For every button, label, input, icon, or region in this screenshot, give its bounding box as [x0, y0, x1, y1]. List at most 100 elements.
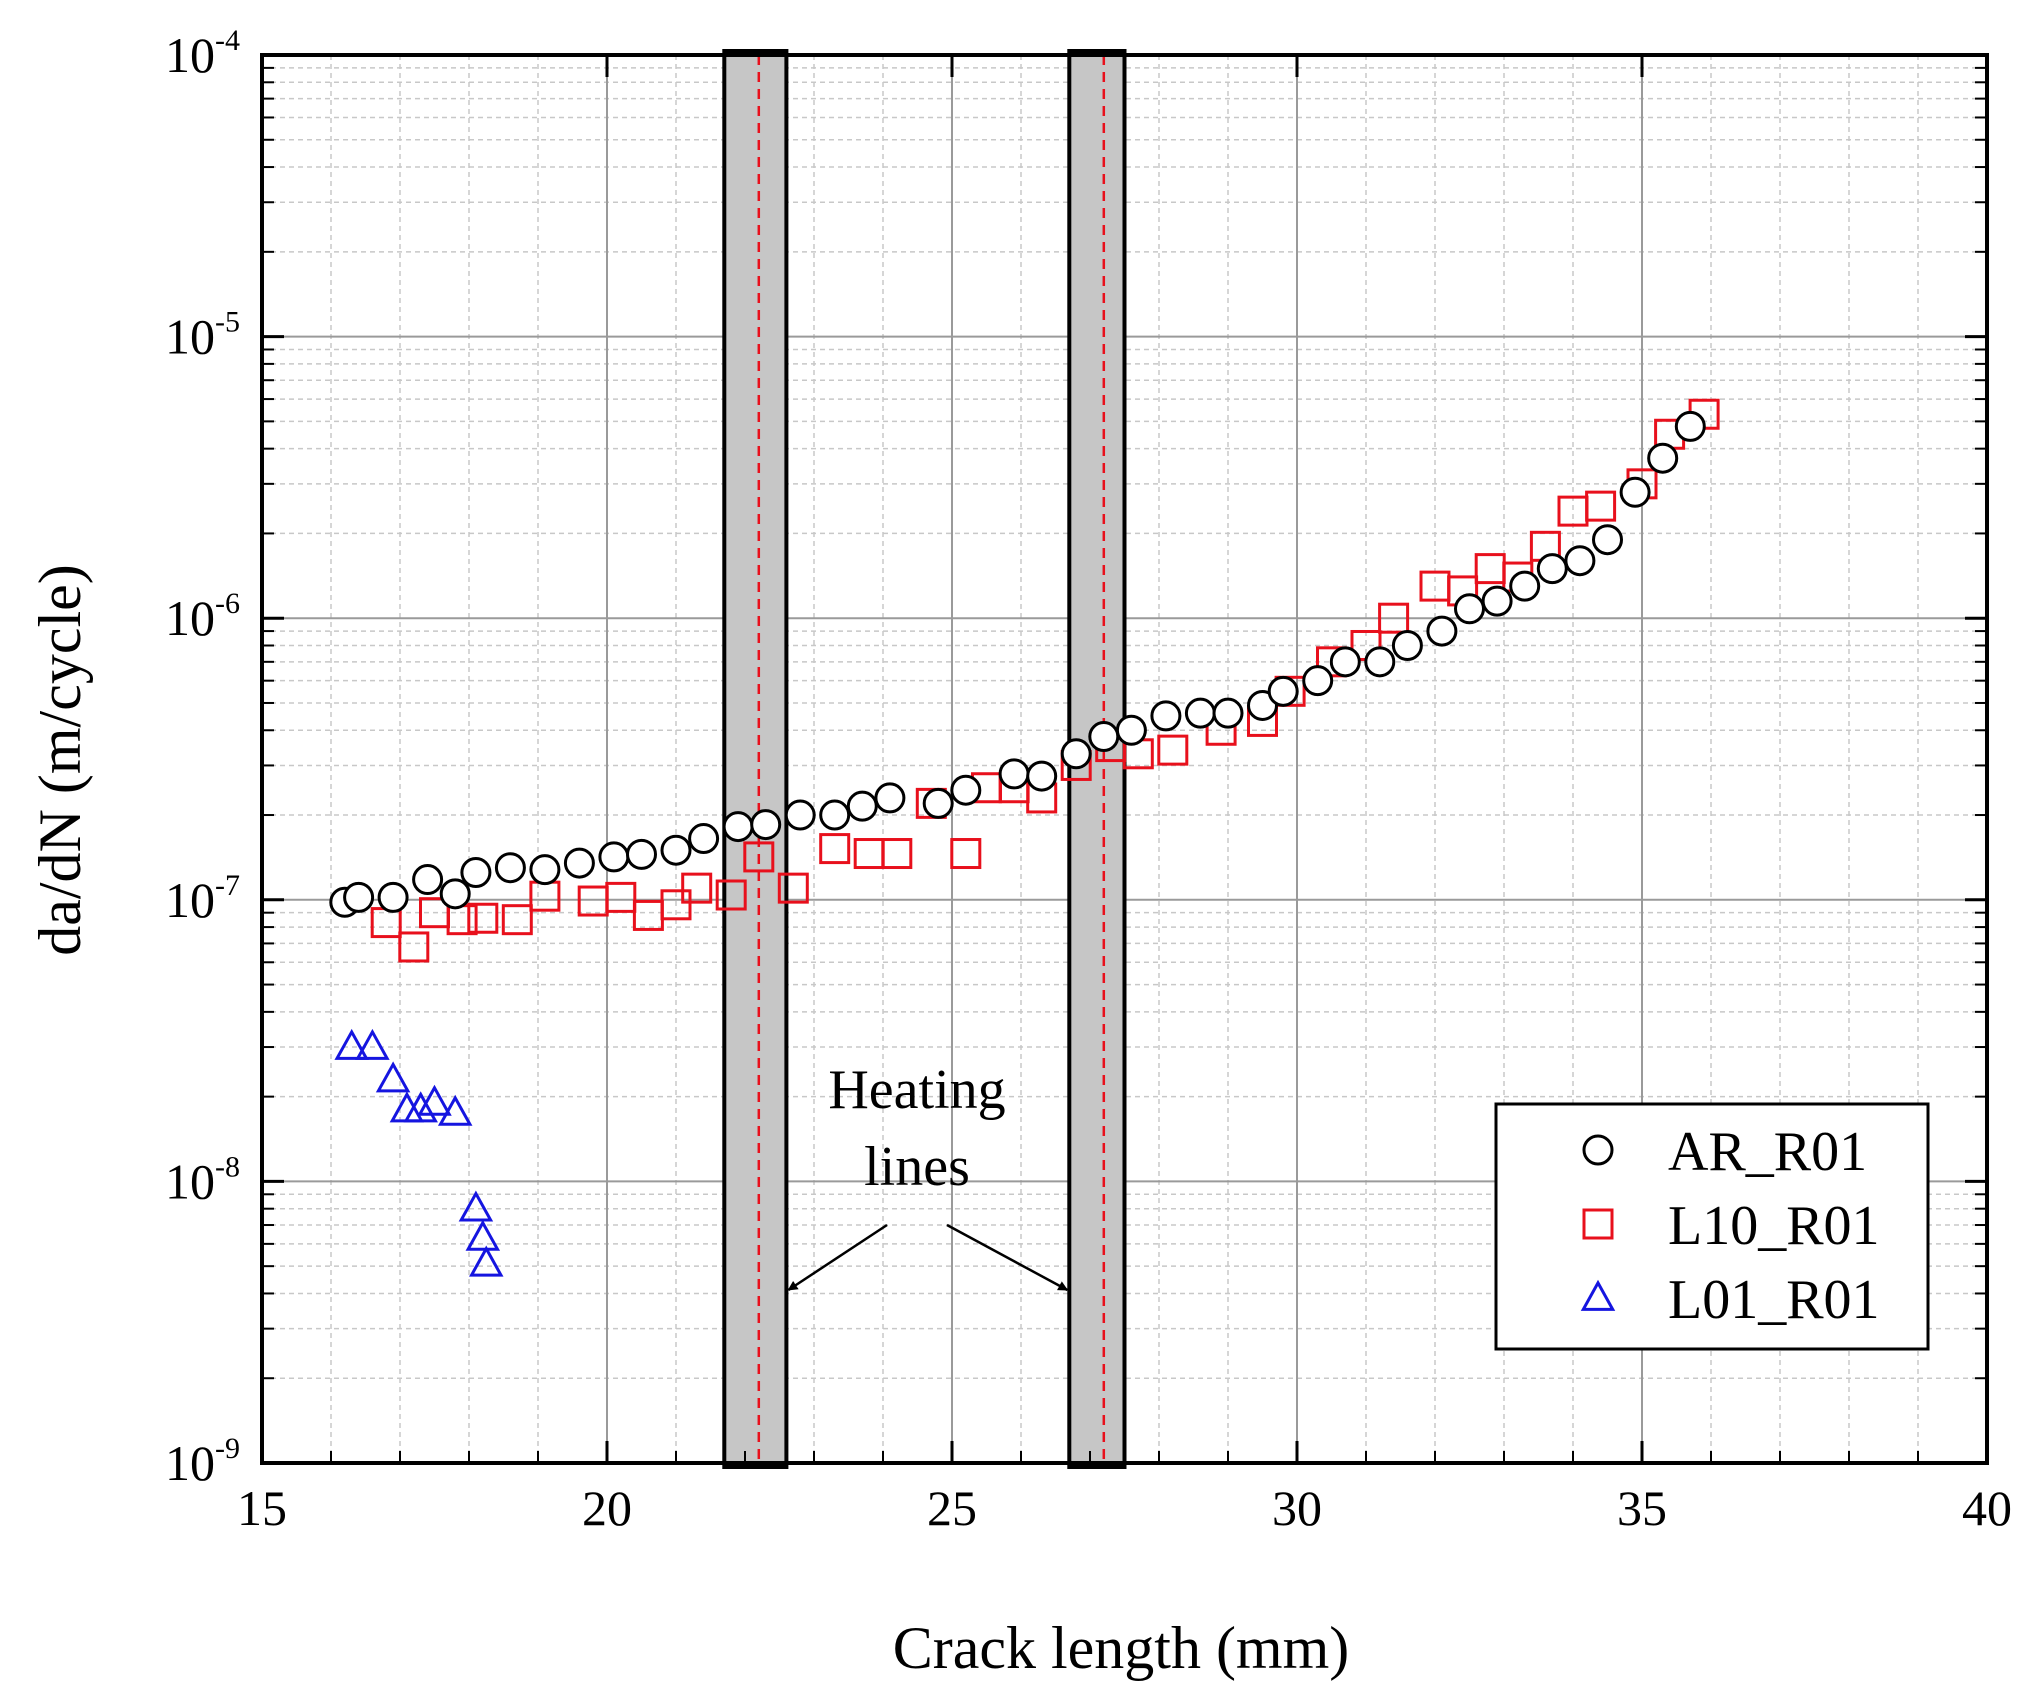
data-point-L01_R01 — [355, 1028, 390, 1060]
heating-bands — [722, 49, 1127, 1469]
data-point-AR_R01 — [660, 834, 692, 866]
data-point-L10_R01 — [370, 907, 402, 939]
y-tick-base: 10 — [165, 1153, 215, 1209]
y-tick-label: 10-4 — [165, 24, 240, 83]
data-point-L01_R01 — [334, 1028, 369, 1060]
y-tick-label: 10-6 — [165, 587, 240, 646]
data-point-AR_R01 — [1481, 585, 1513, 617]
data-point-AR_R01 — [688, 823, 720, 855]
x-tick-label: 40 — [1962, 1480, 2012, 1536]
y-tick-base: 10 — [165, 1435, 215, 1491]
data-point-L01_R01 — [458, 1190, 494, 1222]
data-point-AR_R01 — [1150, 700, 1182, 732]
legend-marker-AR_R01 — [1582, 1134, 1614, 1166]
y-tick-base: 10 — [165, 872, 215, 928]
y-tick-label: 10-8 — [165, 1150, 240, 1209]
annotation-arrow-left — [787, 1223, 888, 1292]
data-point-AR_R01 — [1564, 545, 1596, 577]
data-point-AR_R01 — [460, 857, 492, 889]
data-point-AR_R01 — [750, 809, 782, 841]
legend-box — [1494, 1102, 1930, 1351]
data-point-L10_R01 — [681, 872, 713, 904]
data-point-L10_R01 — [529, 880, 561, 912]
y-tick-exponent: -7 — [215, 869, 240, 902]
data-point-AR_R01 — [1454, 593, 1485, 625]
data-point-AR_R01 — [494, 852, 526, 884]
data-point-AR_R01 — [1060, 738, 1092, 770]
annotation-arrow-right — [946, 1223, 1069, 1292]
data-point-L10_R01 — [1378, 602, 1410, 634]
data-point-L10_R01 — [1157, 734, 1189, 766]
data-point-AR_R01 — [784, 799, 816, 831]
data-point-AR_R01 — [1391, 629, 1423, 661]
x-tick-label: 30 — [1272, 1480, 1322, 1536]
data-point-AR_R01 — [1509, 570, 1541, 602]
legend: AR_R01 L10_R01 L01_R01 — [1494, 1102, 1930, 1351]
data-point-L10_R01 — [577, 885, 609, 917]
data-point-AR_R01 — [819, 799, 851, 831]
data-point-AR_R01 — [846, 790, 878, 822]
data-point-AR_R01 — [626, 838, 657, 870]
data-point-L10_R01 — [777, 872, 809, 904]
data-point-AR_R01 — [1302, 665, 1334, 697]
y-tick-label: 10-7 — [165, 869, 240, 928]
x-tick-label: 35 — [1617, 1480, 1667, 1536]
y-tick-exponent: -4 — [215, 24, 240, 57]
annotation-line-2: lines — [864, 1136, 970, 1198]
data-point-AR_R01 — [950, 774, 982, 806]
data-point-AR_R01 — [922, 787, 954, 819]
data-point-L10_R01 — [743, 841, 775, 873]
data-point-AR_R01 — [343, 881, 375, 913]
data-point-L01_R01 — [469, 1245, 504, 1277]
legend-label: L01_R01 — [1668, 1269, 1880, 1331]
data-point-L01_R01 — [437, 1094, 473, 1126]
data-point-L01_R01 — [417, 1084, 452, 1116]
data-point-L10_R01 — [501, 904, 533, 936]
y-axis-title: da/dN (m/cycle) — [27, 564, 93, 956]
data-point-AR_R01 — [1619, 476, 1651, 508]
data-point-AR_R01 — [722, 811, 754, 843]
data-point-L01_R01 — [403, 1091, 438, 1123]
data-point-AR_R01 — [1088, 721, 1120, 753]
y-tick-label: 10-5 — [165, 306, 240, 365]
legend-label: AR_R01 — [1668, 1121, 1867, 1183]
data-point-AR_R01 — [874, 782, 906, 814]
x-axis-title: Crack length (mm) — [893, 1615, 1350, 1681]
data-point-AR_R01 — [439, 878, 471, 910]
data-point-L10_R01 — [467, 902, 499, 934]
data-point-AR_R01 — [1536, 553, 1568, 585]
series-AR_R01 — [329, 410, 1706, 918]
data-point-L10_R01 — [881, 838, 913, 870]
x-tick-label: 15 — [237, 1480, 287, 1536]
data-point-AR_R01 — [598, 841, 630, 873]
data-point-AR_R01 — [1115, 714, 1147, 746]
y-tick-exponent: -9 — [215, 1432, 240, 1465]
legend-marker-L01_R01 — [1580, 1279, 1616, 1311]
data-point-AR_R01 — [1184, 697, 1216, 729]
data-point-L01_R01 — [375, 1061, 411, 1093]
x-tick-label: 20 — [582, 1480, 632, 1536]
data-point-AR_R01 — [1329, 646, 1361, 678]
data-point-L01_R01 — [465, 1219, 501, 1251]
y-tick-base: 10 — [165, 590, 215, 646]
data-point-AR_R01 — [1267, 675, 1299, 707]
data-point-AR_R01 — [1592, 524, 1623, 556]
legend-label: L10_R01 — [1668, 1195, 1880, 1257]
x-tick-label: 25 — [927, 1480, 977, 1536]
data-point-L10_R01 — [632, 899, 664, 931]
data-point-L10_R01 — [1474, 553, 1506, 585]
data-point-AR_R01 — [1364, 646, 1396, 678]
data-point-AR_R01 — [377, 881, 409, 913]
y-tick-base: 10 — [165, 27, 215, 83]
annotation: Heating lines — [787, 1059, 1069, 1292]
series-L01_R01 — [334, 1028, 504, 1277]
data-point-AR_R01 — [563, 847, 595, 879]
data-point-AR_R01 — [998, 758, 1030, 790]
data-point-L10_R01 — [1557, 495, 1589, 527]
data-point-L10_R01 — [950, 838, 982, 870]
plot-frame — [260, 53, 1989, 1465]
y-tick-base: 10 — [165, 309, 215, 365]
y-tick-exponent: -5 — [215, 306, 240, 339]
data-point-L10_R01 — [660, 889, 692, 921]
